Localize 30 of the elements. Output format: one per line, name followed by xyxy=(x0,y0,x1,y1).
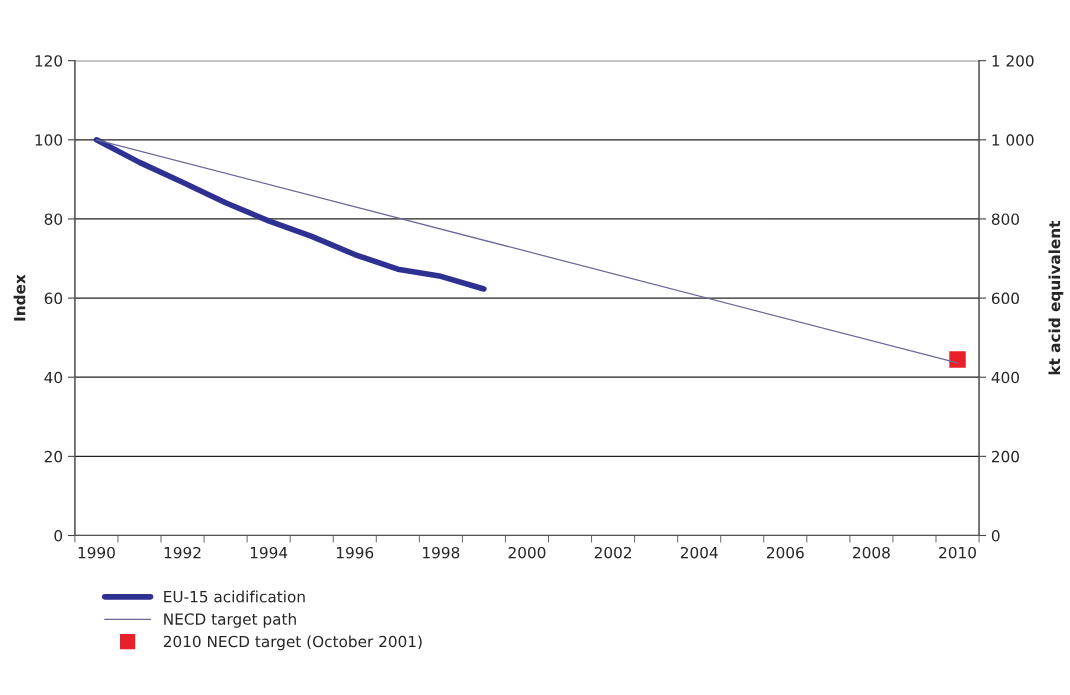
y-axis-title: Index xyxy=(13,274,26,321)
x-tick-label: 2002 xyxy=(594,546,631,559)
y-tick-label: 40 xyxy=(44,371,63,384)
y-tick-label: 20 xyxy=(44,450,63,463)
y-tick-label: 120 xyxy=(35,55,63,67)
y-tick-label: 100 xyxy=(35,134,63,146)
y-tick-label: 60 xyxy=(44,292,63,305)
y-tick-label: 80 xyxy=(44,213,63,225)
x-tick-label: 2006 xyxy=(766,546,804,559)
legend-label: EU-15 acidification xyxy=(164,590,305,603)
y2-tick-label: 200 xyxy=(991,450,1019,463)
x-tick-label: 1994 xyxy=(250,546,288,559)
x-tick-label: 2010 xyxy=(939,546,976,559)
x-tick-label: 1990 xyxy=(78,546,115,559)
y2-tick-label: 1 200 xyxy=(992,55,1034,67)
x-tick-label: 1992 xyxy=(164,546,201,559)
x-tick-label: 2000 xyxy=(508,546,546,559)
x-tick-label: 2008 xyxy=(853,546,890,559)
legend-label: 2010 NECD target (October 2001) xyxy=(163,635,422,651)
y2-tick-label: 800 xyxy=(991,213,1019,225)
x-tick-label: 2004 xyxy=(680,546,718,559)
legend-label: NECD target path xyxy=(164,613,296,628)
y-tick-label: 0 xyxy=(54,529,63,542)
y2-tick-label: 400 xyxy=(991,371,1019,384)
y2-axis-title: kt acid equivalent xyxy=(1048,220,1064,375)
y2-tick-label: 600 xyxy=(991,292,1019,305)
y2-tick-label: 0 xyxy=(991,529,1000,542)
x-tick-label: 1998 xyxy=(423,546,460,559)
y2-tick-label: 1 000 xyxy=(992,134,1034,146)
x-tick-label: 1996 xyxy=(336,546,374,559)
